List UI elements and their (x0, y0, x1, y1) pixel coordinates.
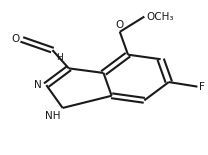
Text: N: N (35, 80, 42, 90)
Text: O: O (116, 20, 124, 30)
Text: F: F (199, 82, 205, 92)
Text: O: O (11, 34, 20, 44)
Text: OCH₃: OCH₃ (146, 12, 174, 22)
Text: NH: NH (45, 111, 61, 121)
Text: H: H (57, 53, 63, 62)
